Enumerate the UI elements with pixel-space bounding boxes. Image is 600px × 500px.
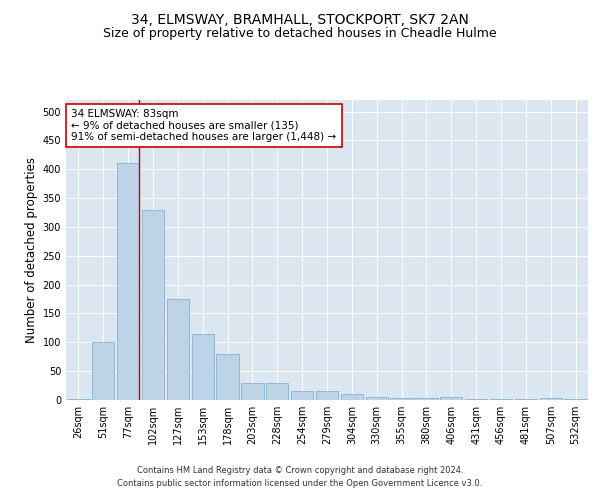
Bar bbox=[241, 382, 263, 400]
Bar bbox=[167, 299, 189, 400]
Bar bbox=[316, 392, 338, 400]
Bar bbox=[117, 164, 139, 400]
Bar bbox=[191, 334, 214, 400]
Bar bbox=[92, 342, 115, 400]
Bar bbox=[142, 210, 164, 400]
Text: 34, ELMSWAY, BRAMHALL, STOCKPORT, SK7 2AN: 34, ELMSWAY, BRAMHALL, STOCKPORT, SK7 2A… bbox=[131, 12, 469, 26]
Text: 34 ELMSWAY: 83sqm
← 9% of detached houses are smaller (135)
91% of semi-detached: 34 ELMSWAY: 83sqm ← 9% of detached house… bbox=[71, 109, 337, 142]
Bar bbox=[415, 398, 437, 400]
Bar bbox=[291, 392, 313, 400]
Bar bbox=[539, 398, 562, 400]
Bar bbox=[440, 397, 463, 400]
Bar bbox=[67, 399, 89, 400]
Text: Size of property relative to detached houses in Cheadle Hulme: Size of property relative to detached ho… bbox=[103, 28, 497, 40]
Bar bbox=[341, 394, 363, 400]
Bar bbox=[391, 398, 413, 400]
Bar bbox=[217, 354, 239, 400]
Text: Contains HM Land Registry data © Crown copyright and database right 2024.
Contai: Contains HM Land Registry data © Crown c… bbox=[118, 466, 482, 487]
Bar bbox=[365, 397, 388, 400]
Y-axis label: Number of detached properties: Number of detached properties bbox=[25, 157, 38, 343]
Bar bbox=[266, 382, 289, 400]
